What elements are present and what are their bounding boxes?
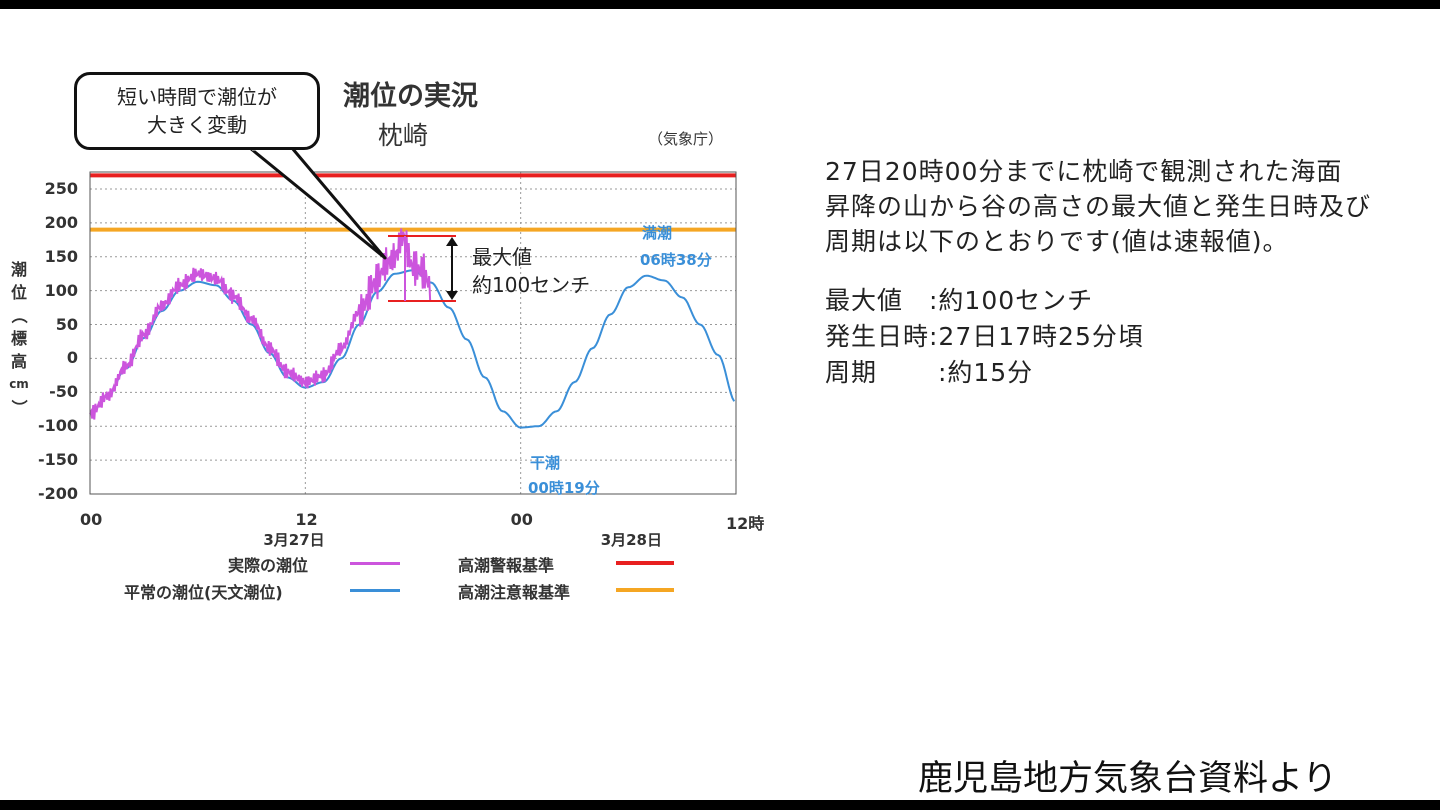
- legend-label-warning: 高潮警報基準: [458, 556, 555, 575]
- ylabel-char: （: [9, 307, 29, 324]
- source-credit: 鹿児島地方気象台資料より: [918, 759, 1338, 799]
- x-tick-label: 00: [80, 510, 103, 529]
- legend-label-actual: 実際の潮位: [228, 556, 309, 575]
- x-date-label: 3月27日: [263, 531, 325, 549]
- ylabel-char: 標: [10, 329, 27, 348]
- y-axis-label: 潮 位 （ 標 高 cm ）: [6, 258, 32, 419]
- legend-swatch-warning: [616, 561, 674, 565]
- actual-tide-line: [89, 228, 432, 420]
- ylabel-char: 高: [10, 352, 27, 371]
- y-tick-label: -100: [37, 416, 78, 436]
- x-tick-label: 00: [510, 510, 533, 529]
- callout-line-2: 大きく変動: [147, 113, 247, 137]
- top-frame-bar: [0, 0, 1440, 9]
- legend-label-astronomical: 平常の潮位(天文潮位): [124, 583, 283, 602]
- x-tick-label: 12: [295, 510, 318, 529]
- ylabel-char: ）: [9, 399, 29, 416]
- y-tick-label: 100: [44, 280, 78, 300]
- max-value-annotation: 最大値 約100センチ: [472, 243, 590, 299]
- callout-pointer: [248, 145, 387, 260]
- description-line-1: 27日20時00分までに枕崎で観測された海面: [825, 157, 1343, 186]
- legend-swatch-astronomical: [350, 589, 400, 592]
- y-tick-label: 50: [55, 314, 78, 334]
- ylabel-char: 潮: [10, 260, 27, 279]
- high-tide-label: 満潮: [642, 224, 673, 242]
- legend-swatch-actual: [350, 562, 400, 565]
- astronomical-tide-line: [89, 269, 736, 429]
- y-tick-label: 250: [44, 178, 78, 198]
- y-tick-label: -200: [37, 484, 78, 503]
- high-tide-time: 06時38分: [640, 251, 712, 269]
- agency-label: （気象庁）: [648, 130, 724, 148]
- max-annotation-line-2: 約100センチ: [472, 273, 591, 297]
- station-name: 枕崎: [378, 121, 429, 150]
- y-tick-label: -150: [37, 450, 78, 470]
- max-range-markers: [388, 235, 458, 302]
- low-tide-label: 干潮: [530, 454, 561, 472]
- x-tick-label: 12時: [726, 514, 765, 533]
- y-tick-label: 200: [44, 212, 78, 232]
- detail-period: 周期 :約15分: [825, 358, 1034, 387]
- legend-label-advisory: 高潮注意報基準: [458, 583, 571, 602]
- legend-swatch-advisory: [616, 588, 674, 592]
- y-tick-label: -50: [49, 382, 78, 402]
- y-tick-label: 150: [44, 246, 78, 266]
- ylabel-char: cm: [9, 377, 29, 391]
- callout-bubble: 短い時間で潮位が 大きく変動: [74, 72, 320, 150]
- chart-title: 潮位の実況: [343, 81, 478, 112]
- description-line-3: 周期は以下のとおりです(値は速報値)。: [825, 227, 1289, 256]
- x-date-label: 3月28日: [600, 531, 662, 549]
- chart-grid: [89, 172, 737, 495]
- ylabel-char: 位: [10, 283, 27, 302]
- y-tick-label: 0: [66, 348, 78, 368]
- detail-occurrence-time: 発生日時:27日17時25分頃: [825, 322, 1144, 351]
- callout-line-1: 短い時間で潮位が: [117, 85, 277, 109]
- low-tide-time: 00時19分: [528, 479, 600, 497]
- plot-frame: [89, 171, 737, 495]
- detail-max-value: 最大値 :約100センチ: [825, 286, 1094, 315]
- description-line-2: 昇降の山から谷の高さの最大値と発生日時及び: [825, 192, 1372, 221]
- bottom-frame-bar: [0, 800, 1440, 810]
- max-annotation-line-1: 最大値: [472, 245, 532, 269]
